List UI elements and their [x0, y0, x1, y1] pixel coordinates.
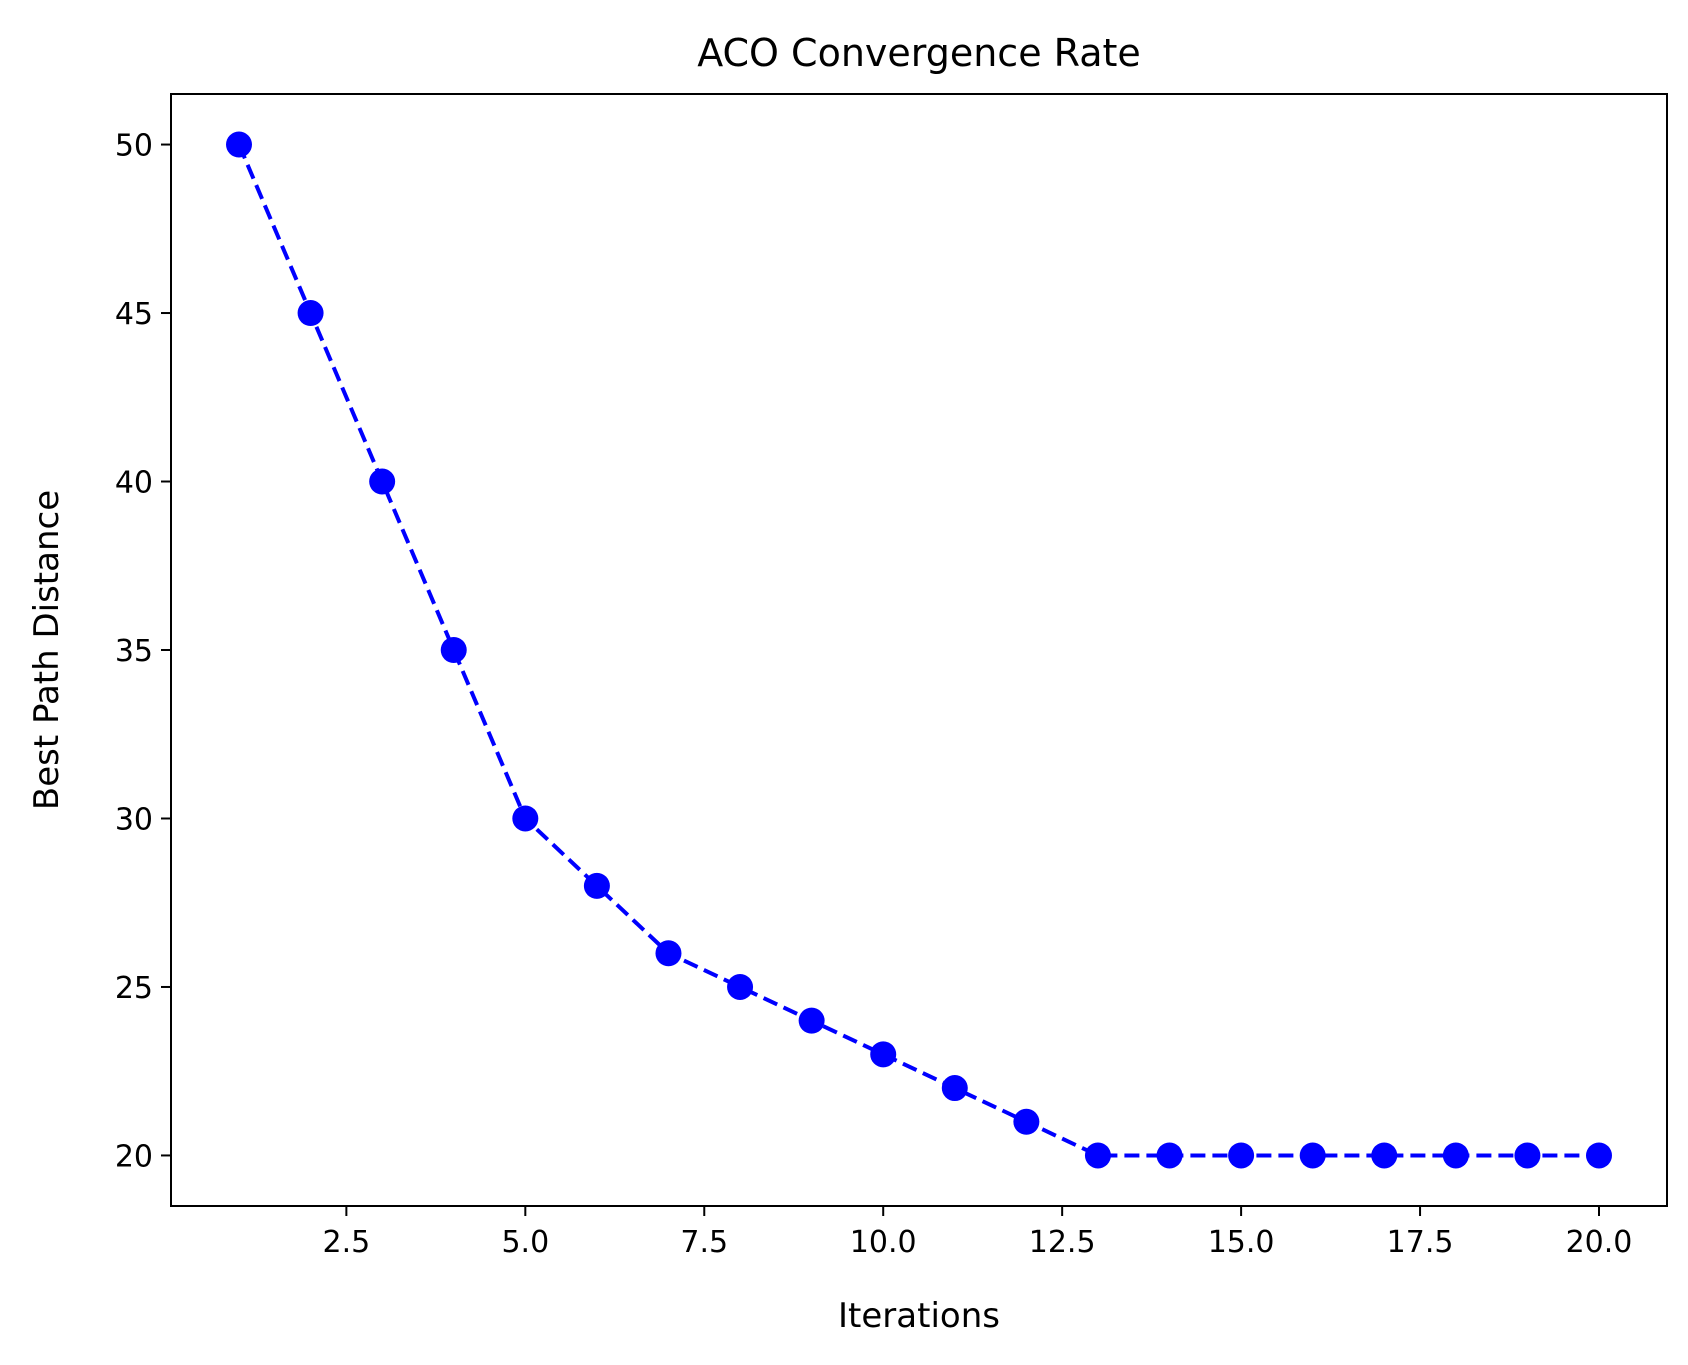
x-tick-label: 2.5 [323, 1225, 371, 1260]
chart-title: ACO Convergence Rate [697, 31, 1141, 75]
y-axis-ticks: 20 25 30 35 40 45 50 [115, 129, 171, 1174]
data-point [1228, 1142, 1255, 1169]
data-point [1586, 1142, 1612, 1169]
y-tick-label: 45 [115, 297, 153, 332]
x-axis-ticks: 2.5 5.0 7.5 10.0 12.5 15.0 17.5 20.0 [323, 1206, 1633, 1260]
data-point [512, 805, 539, 832]
data-point [1299, 1142, 1326, 1169]
x-tick-label: 10.0 [850, 1225, 917, 1260]
data-point [583, 872, 610, 899]
data-point [226, 131, 252, 158]
data-point [870, 1041, 897, 1068]
data-point [1371, 1142, 1398, 1169]
x-tick-label: 5.0 [501, 1225, 549, 1260]
series-group [226, 131, 1612, 1169]
y-tick-label: 50 [115, 129, 153, 164]
x-tick-label: 12.5 [1029, 1225, 1096, 1260]
x-tick-label: 20.0 [1566, 1225, 1633, 1260]
data-point [1156, 1142, 1183, 1169]
x-axis-label: Iterations [838, 1296, 1000, 1336]
data-point [1013, 1108, 1040, 1135]
data-point [297, 300, 324, 327]
data-point [941, 1075, 968, 1102]
data-point [1442, 1142, 1469, 1169]
data-point [727, 973, 754, 1000]
x-tick-label: 15.0 [1208, 1225, 1275, 1260]
data-point [1084, 1142, 1111, 1169]
data-point [369, 468, 396, 495]
y-axis-label: Best Path Distance [27, 490, 67, 810]
y-tick-label: 40 [115, 466, 153, 501]
y-tick-label: 20 [115, 1139, 153, 1174]
data-point [1514, 1142, 1541, 1169]
data-point [798, 1007, 825, 1034]
y-tick-label: 30 [115, 802, 153, 837]
plot-area-frame [170, 93, 1668, 1207]
data-point [655, 940, 682, 967]
y-tick-label: 35 [115, 634, 153, 669]
x-tick-label: 7.5 [680, 1225, 728, 1260]
data-point [440, 637, 467, 663]
x-tick-label: 17.5 [1387, 1225, 1454, 1260]
y-tick-label: 25 [115, 971, 153, 1006]
